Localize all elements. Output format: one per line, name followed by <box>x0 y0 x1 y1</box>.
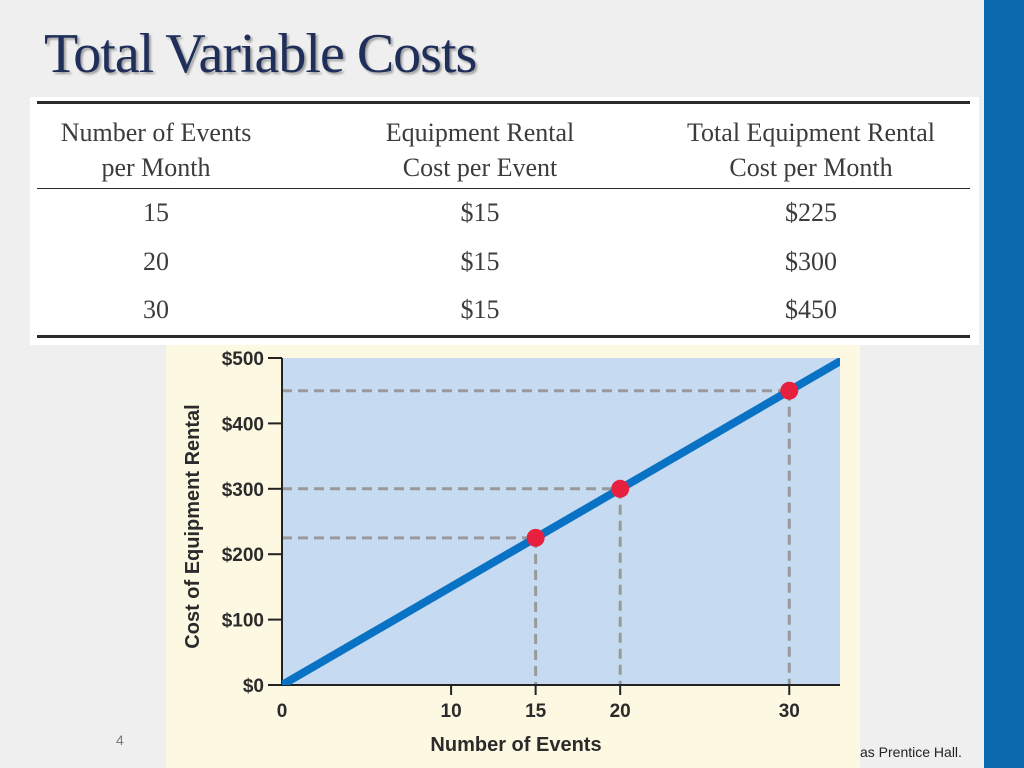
y-tick-label: $100 <box>222 611 264 632</box>
data-point <box>611 479 630 498</box>
y-tick-label: $500 <box>222 349 264 370</box>
cost-series-line <box>282 358 840 685</box>
table-cell-total-cost: $450 <box>785 295 837 324</box>
table-header-line: per Month <box>101 153 211 182</box>
slide-title: Total Variable Costs <box>44 23 477 85</box>
x-tick-label: 10 <box>441 701 462 722</box>
table-cell-events: 15 <box>143 198 169 227</box>
chart-panel: $0 $100 $200 $300 $400 $500 0 10 15 20 30 Number of… <box>166 345 860 768</box>
x-tick-label: 0 <box>277 701 288 722</box>
table-cell-total-cost: $225 <box>785 198 837 227</box>
table-header-rule <box>37 188 970 189</box>
table-header-total-cost: Total Equipment Rental Cost per Month <box>650 115 972 185</box>
y-tick-label: $200 <box>222 545 264 566</box>
table-header-line: Cost per Event <box>402 153 558 182</box>
y-tick-label: $0 <box>243 676 264 697</box>
x-tick-label: 30 <box>779 701 800 722</box>
table-header-events: Number of Events per Month <box>30 115 282 185</box>
table-cell-cost-per-event: $15 <box>460 295 500 324</box>
page-number: 4 <box>116 732 124 748</box>
table-cell-events: 30 <box>143 295 169 324</box>
y-tick-label: $300 <box>222 480 264 501</box>
cost-line-chart: $0 $100 $200 $300 $400 $500 0 10 15 20 30 Number of… <box>182 349 840 756</box>
table-top-rule <box>37 101 970 104</box>
x-axis-title: Number of Events <box>430 734 601 756</box>
table-cell-cost-per-event: $15 <box>460 198 500 227</box>
x-tick-label: 15 <box>525 701 547 722</box>
table-header-cost-per-event: Equipment Rental Cost per Event <box>330 115 630 185</box>
sidebar-accent <box>984 0 1024 768</box>
table-cell-events: 20 <box>143 247 169 276</box>
table-cell-total-cost: $300 <box>785 247 837 276</box>
data-point <box>526 528 545 547</box>
table-cell-cost-per-event: $15 <box>460 247 500 276</box>
table-bottom-rule <box>37 335 970 338</box>
y-tick-label: $400 <box>222 414 264 435</box>
table-header-line: Number of Events <box>60 118 252 147</box>
table-header-line: Total Equipment Rental <box>686 118 935 147</box>
footer-credit: as Prentice Hall. <box>860 744 962 760</box>
y-axis-title: Cost of Equipment Rental <box>182 404 204 648</box>
table-header-line: Cost per Month <box>729 153 893 182</box>
table-header-line: Equipment Rental <box>385 118 575 147</box>
data-point <box>780 381 799 400</box>
cost-table: Number of Events per Month Equipment Ren… <box>30 97 979 345</box>
x-tick-label: 20 <box>610 701 631 722</box>
